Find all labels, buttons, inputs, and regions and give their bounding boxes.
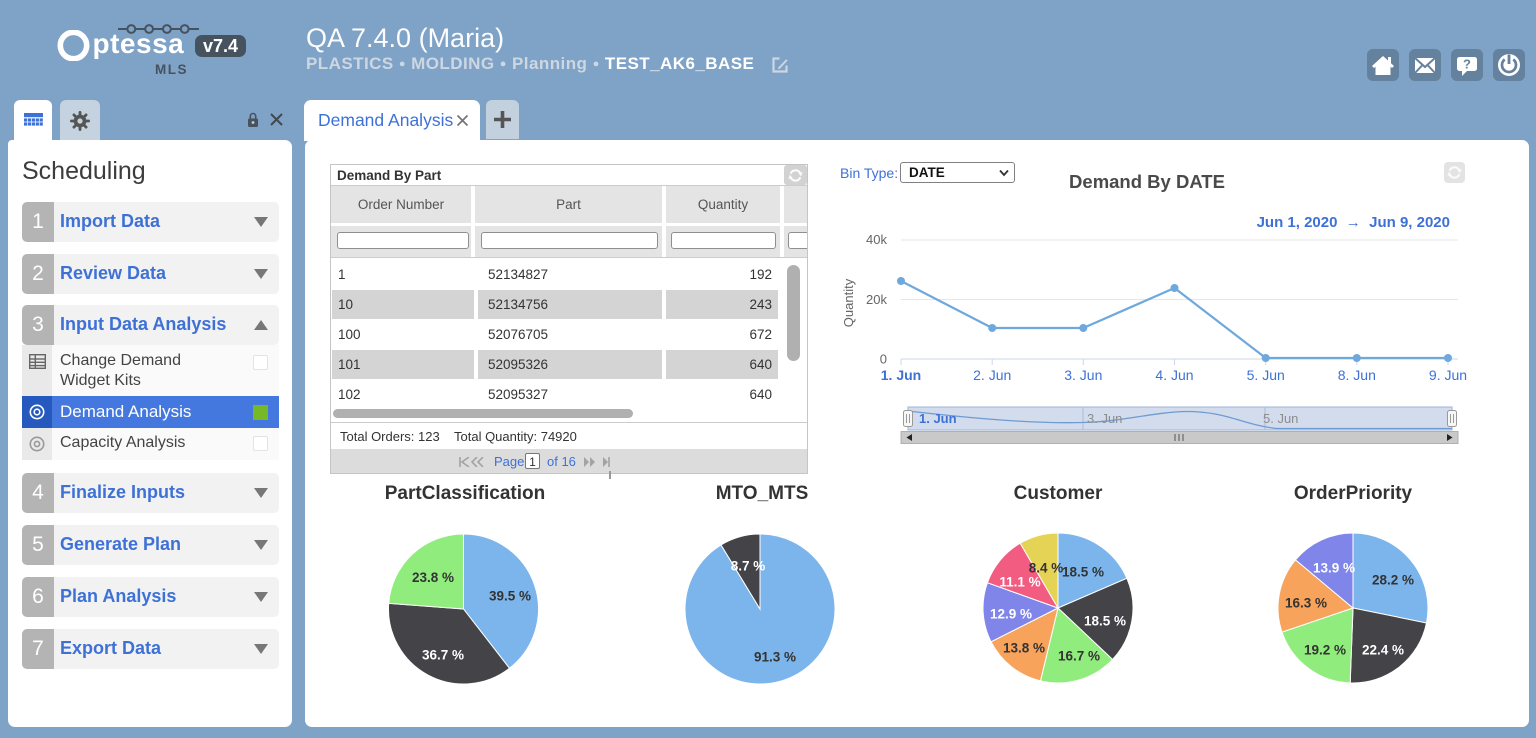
- svg-text:0: 0: [880, 352, 887, 367]
- svg-text:20k: 20k: [866, 292, 887, 307]
- svg-text:18.5 %: 18.5 %: [1084, 614, 1126, 629]
- svg-text:13.8 %: 13.8 %: [1003, 641, 1045, 656]
- svg-text:8. Jun: 8. Jun: [1338, 367, 1376, 383]
- svg-text:1. Jun: 1. Jun: [919, 411, 957, 426]
- svg-text:28.2 %: 28.2 %: [1372, 573, 1414, 588]
- svg-text:1. Jun: 1. Jun: [881, 367, 921, 383]
- svg-text:19.2 %: 19.2 %: [1304, 643, 1346, 658]
- svg-text:Quantity: Quantity: [841, 278, 856, 327]
- svg-text:2. Jun: 2. Jun: [973, 367, 1011, 383]
- svg-text:18.5 %: 18.5 %: [1062, 565, 1104, 580]
- svg-text:?: ?: [1463, 57, 1471, 72]
- svg-text:22.4 %: 22.4 %: [1362, 643, 1404, 658]
- svg-text:13.9 %: 13.9 %: [1313, 561, 1355, 576]
- svg-text:39.5 %: 39.5 %: [489, 589, 531, 604]
- svg-text:40k: 40k: [866, 232, 887, 247]
- svg-text:23.8 %: 23.8 %: [412, 570, 454, 585]
- svg-text:5. Jun: 5. Jun: [1247, 367, 1285, 383]
- svg-text:16.7 %: 16.7 %: [1058, 649, 1100, 664]
- svg-text:11.1 %: 11.1 %: [999, 575, 1040, 590]
- svg-text:8.4 %: 8.4 %: [1029, 561, 1064, 576]
- svg-text:91.3 %: 91.3 %: [754, 650, 796, 665]
- svg-text:4. Jun: 4. Jun: [1155, 367, 1193, 383]
- svg-text:9. Jun: 9. Jun: [1429, 367, 1467, 383]
- svg-text:16.3 %: 16.3 %: [1285, 596, 1327, 611]
- svg-text:3. Jun: 3. Jun: [1087, 411, 1122, 426]
- svg-text:8.7 %: 8.7 %: [731, 559, 766, 574]
- svg-text:5. Jun: 5. Jun: [1263, 411, 1298, 426]
- svg-text:36.7 %: 36.7 %: [422, 648, 464, 663]
- svg-text:3. Jun: 3. Jun: [1064, 367, 1102, 383]
- svg-text:12.9 %: 12.9 %: [990, 607, 1032, 622]
